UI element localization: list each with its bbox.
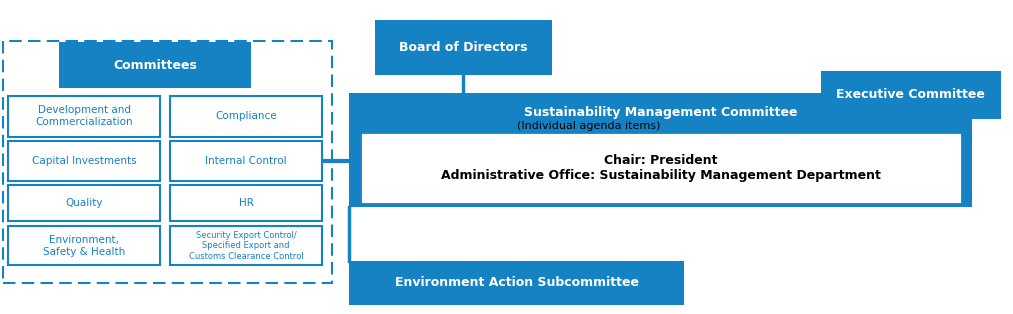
Text: Environment Action Subcommittee: Environment Action Subcommittee <box>395 276 638 289</box>
FancyBboxPatch shape <box>59 42 251 88</box>
FancyBboxPatch shape <box>8 185 160 221</box>
Text: HR: HR <box>239 198 253 208</box>
FancyBboxPatch shape <box>8 141 160 181</box>
Text: Development and
Commercialization: Development and Commercialization <box>35 106 133 127</box>
FancyBboxPatch shape <box>170 226 322 265</box>
FancyBboxPatch shape <box>375 20 552 75</box>
FancyBboxPatch shape <box>170 185 322 221</box>
Text: Executive Committee: Executive Committee <box>837 89 985 101</box>
Text: Chair: President
Administrative Office: Sustainability Management Department: Chair: President Administrative Office: … <box>441 154 881 182</box>
FancyBboxPatch shape <box>821 71 1001 119</box>
FancyBboxPatch shape <box>349 261 684 305</box>
Text: Environment,
Safety & Health: Environment, Safety & Health <box>43 235 126 257</box>
Text: Quality: Quality <box>65 198 103 208</box>
Text: Committees: Committees <box>113 59 197 72</box>
Text: Capital Investments: Capital Investments <box>31 156 137 166</box>
Text: Security Export Control/
Specified Export and
Customs Clearance Control: Security Export Control/ Specified Expor… <box>188 231 304 261</box>
Text: Board of Directors: Board of Directors <box>399 41 528 54</box>
FancyBboxPatch shape <box>349 93 972 207</box>
Text: Internal Control: Internal Control <box>206 156 287 166</box>
FancyBboxPatch shape <box>360 132 962 204</box>
FancyBboxPatch shape <box>8 226 160 265</box>
FancyBboxPatch shape <box>170 141 322 181</box>
Text: Compliance: Compliance <box>216 111 277 121</box>
Text: Sustainability Management Committee: Sustainability Management Committee <box>525 106 797 119</box>
Text: (Individual agenda items): (Individual agenda items) <box>517 121 660 131</box>
FancyBboxPatch shape <box>170 96 322 137</box>
FancyBboxPatch shape <box>8 96 160 137</box>
